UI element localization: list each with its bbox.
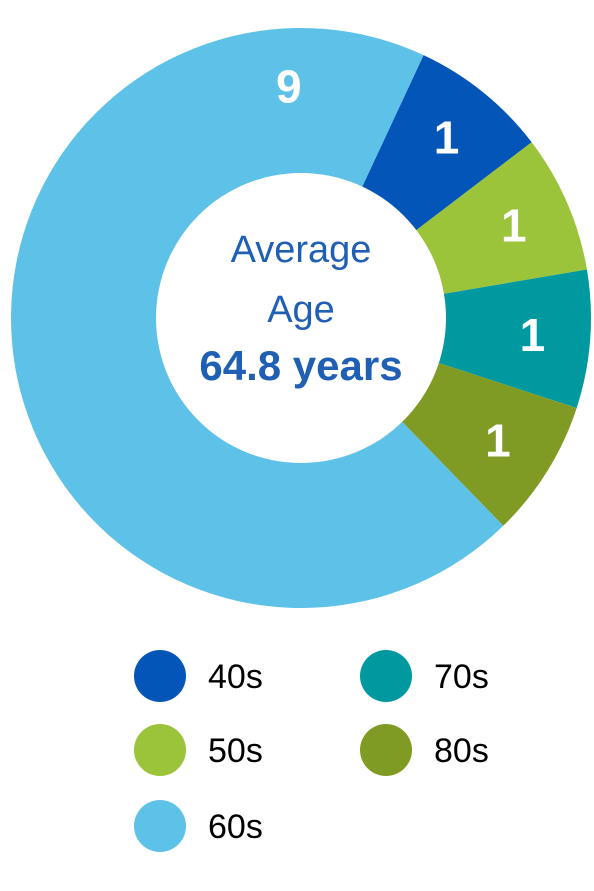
- legend-swatch-50s: [134, 724, 186, 776]
- slice-label-50s: 1: [501, 200, 527, 252]
- legend-label-50s: 50s: [208, 732, 263, 770]
- slice-label-80s: 1: [485, 415, 511, 467]
- legend-label-40s: 40s: [208, 658, 263, 696]
- legend-swatch-60s: [134, 800, 186, 852]
- legend-label-60s: 60s: [208, 808, 263, 846]
- slice-label-60s: 9: [276, 60, 302, 112]
- legend-label-70s: 70s: [434, 658, 489, 696]
- legend-swatch-70s: [360, 650, 412, 702]
- center-value-average-age: 64.8 years: [199, 342, 402, 389]
- legend-label-80s: 80s: [434, 732, 489, 770]
- slice-label-70s: 1: [520, 309, 546, 361]
- legend: 40s 70s 50s 80s 60s: [134, 650, 489, 852]
- legend-swatch-80s: [360, 724, 412, 776]
- slice-70s: [301, 269, 591, 408]
- center-label-average: Average: [231, 229, 372, 271]
- legend-swatch-40s: [134, 650, 186, 702]
- slice-label-40s: 1: [434, 111, 460, 163]
- donut-hole: [156, 173, 446, 463]
- center-label-age: Age: [267, 289, 335, 331]
